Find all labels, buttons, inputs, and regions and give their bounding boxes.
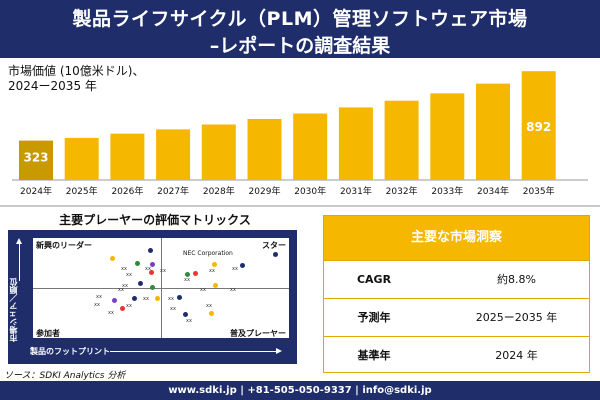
x-tick-label: 2024年 — [20, 185, 52, 197]
matrix-point — [183, 312, 188, 317]
matrix-point-label: xx — [232, 266, 238, 272]
matrix-point-label: xx — [186, 318, 192, 324]
insight-row-cagr: CAGR 約8.8% — [324, 260, 589, 298]
data-label-0: 323 — [23, 151, 48, 165]
matrix-y-axis-label: 市場シェア／順位 — [9, 278, 18, 342]
matrix-point — [150, 285, 155, 290]
matrix-point — [120, 306, 125, 311]
matrix-point-label: xx — [206, 303, 212, 309]
matrix-horizontal-divider — [33, 288, 289, 289]
matrix-point — [149, 270, 154, 275]
matrix-point-label: xx — [126, 272, 132, 278]
matrix-point-label: xx — [184, 277, 190, 283]
matrix-point — [212, 262, 217, 267]
matrix-point-label: xx — [121, 266, 127, 272]
matrix-point — [110, 256, 115, 261]
quadrant-pervasive-players: 普及プレーヤー — [230, 329, 286, 338]
matrix-title: 主要プレーヤーの評価マトリックス — [59, 213, 251, 227]
matrix-point-label: xx — [160, 268, 166, 274]
matrix-point-label: xx — [145, 266, 151, 272]
x-tick-label: 2032年 — [386, 185, 418, 197]
matrix-point — [148, 248, 153, 253]
x-tick-label: 2026年 — [111, 185, 143, 197]
source-note: ソース：SDKI Analytics 分析 — [4, 371, 126, 381]
matrix-point-label: xx — [170, 306, 176, 312]
page-title: 製品ライフサイクル（PLM）管理ソフトウェア市場 — [72, 8, 528, 30]
matrix-point — [135, 261, 140, 266]
matrix-point-label: xx — [94, 302, 100, 308]
footer-contact: www.sdki.jp | +81-505-050-9337 | info@sd… — [0, 381, 600, 400]
x-tick-label: 2033年 — [431, 185, 463, 197]
bar-10 — [476, 83, 510, 180]
quadrant-emerging-leaders: 新興のリーダー — [36, 241, 92, 250]
header-banner: 製品ライフサイクル（PLM）管理ソフトウェア市場 –レポートの調査結果 — [0, 0, 600, 58]
bar-3 — [156, 129, 191, 180]
x-tick-label: 2027年 — [157, 185, 189, 197]
matrix-point — [240, 263, 245, 268]
quadrant-stars: スター — [262, 241, 286, 250]
insights-title: 主要な市場洞察 — [324, 216, 589, 260]
bar-8 — [384, 100, 419, 180]
bar-chart: 2024年 323 2025年 2026年 2027年 2028年 2029年 2030年 20… — [12, 71, 588, 197]
bar-4 — [201, 124, 236, 180]
insight-key: 基準年 — [357, 349, 391, 362]
x-tick-label: 2034年 — [477, 185, 509, 197]
chart-ylabel-line1: 市場価値 (10億米ドル)、 — [8, 64, 145, 78]
bar-11 — [521, 71, 556, 180]
insight-value: 2025ー2035 年 — [475, 311, 558, 324]
matrix-point — [273, 252, 278, 257]
bar-7 — [338, 107, 373, 180]
x-axis-arrow-icon — [110, 348, 282, 354]
x-tick-label: 2035年 — [523, 185, 555, 197]
matrix-point-label: xx — [126, 303, 132, 309]
matrix-x-axis-label: 製品のフットプリント — [30, 347, 110, 356]
matrix-point — [132, 296, 137, 301]
matrix-point-label: xx — [143, 296, 149, 302]
x-tick-label: 2025年 — [66, 185, 98, 197]
bar-6 — [293, 113, 328, 180]
insight-row-forecast: 予測年 2025ー2035 年 — [324, 298, 589, 336]
section-divider — [0, 205, 600, 207]
matrix-point — [213, 283, 218, 288]
insight-key: CAGR — [356, 273, 392, 286]
matrix-point — [209, 311, 214, 316]
matrix-point-label: xx — [122, 283, 128, 289]
x-tick-label: 2029年 — [249, 185, 281, 197]
bar-1 — [64, 137, 99, 180]
y-axis-arrow-icon — [16, 238, 22, 281]
bar-0 — [19, 140, 53, 180]
chart-ylabel-line2: 2024ー2035 年 — [8, 79, 97, 93]
x-tick-label: 2028年 — [203, 185, 235, 197]
matrix-point-label: xx — [230, 287, 236, 293]
bar-9 — [430, 93, 465, 180]
matrix-point-label: xx — [118, 287, 124, 293]
chart-ylabel: 市場価値 (10億米ドル)、 2024ー2035 年 — [8, 64, 144, 94]
matrix-point-label: xx — [209, 268, 215, 274]
matrix-point — [150, 262, 155, 267]
matrix-point — [193, 271, 198, 276]
page-subtitle: –レポートの調査結果 — [209, 35, 391, 57]
matrix-point — [112, 298, 117, 303]
x-tick-label: 2030年 — [294, 185, 326, 197]
bar-5 — [247, 119, 282, 180]
x-tick-label: 2031年 — [340, 185, 372, 197]
matrix-point — [185, 272, 190, 277]
insight-value: 2024 年 — [495, 349, 538, 362]
matrix-point-label: xx — [168, 296, 174, 302]
quadrant-participants: 参加者 — [36, 329, 60, 338]
nec-corporation-label: NEC Corporation — [183, 250, 233, 257]
matrix-point — [155, 296, 160, 301]
insight-value: 約8.8% — [497, 273, 536, 286]
insight-key: 予測年 — [357, 311, 391, 324]
insights-panel: 主要な市場洞察 CAGR 約8.8% 予測年 2025ー2035 年 基準年 2… — [323, 215, 590, 373]
data-label-11: 892 — [526, 120, 551, 134]
insight-row-base-year: 基準年 2024 年 — [324, 336, 589, 374]
matrix-point-label: xx — [96, 294, 102, 300]
matrix-point — [177, 295, 182, 300]
bar-2 — [110, 133, 145, 180]
matrix-point-label: xx — [200, 287, 206, 293]
matrix-point-label: xx — [108, 310, 114, 316]
matrix-point — [138, 281, 143, 286]
